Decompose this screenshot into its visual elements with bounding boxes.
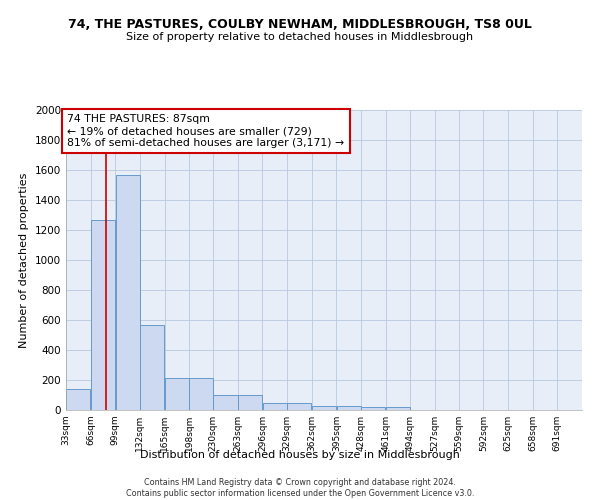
Bar: [337, 406, 361, 410]
Bar: [287, 402, 311, 410]
Bar: [116, 174, 140, 410]
Bar: [214, 395, 238, 410]
Text: Distribution of detached houses by size in Middlesbrough: Distribution of detached houses by size …: [140, 450, 460, 460]
Text: Size of property relative to detached houses in Middlesbrough: Size of property relative to detached ho…: [127, 32, 473, 42]
Bar: [66, 389, 91, 410]
Bar: [386, 407, 410, 410]
Text: 74, THE PASTURES, COULBY NEWHAM, MIDDLESBROUGH, TS8 0UL: 74, THE PASTURES, COULBY NEWHAM, MIDDLES…: [68, 18, 532, 30]
Text: Contains HM Land Registry data © Crown copyright and database right 2024.
Contai: Contains HM Land Registry data © Crown c…: [126, 478, 474, 498]
Bar: [165, 378, 189, 410]
Y-axis label: Number of detached properties: Number of detached properties: [19, 172, 29, 348]
Text: 74 THE PASTURES: 87sqm
← 19% of detached houses are smaller (729)
81% of semi-de: 74 THE PASTURES: 87sqm ← 19% of detached…: [67, 114, 344, 148]
Bar: [91, 220, 115, 410]
Bar: [361, 407, 385, 410]
Bar: [263, 402, 287, 410]
Bar: [238, 395, 262, 410]
Bar: [312, 406, 336, 410]
Bar: [140, 324, 164, 410]
Bar: [190, 378, 213, 410]
